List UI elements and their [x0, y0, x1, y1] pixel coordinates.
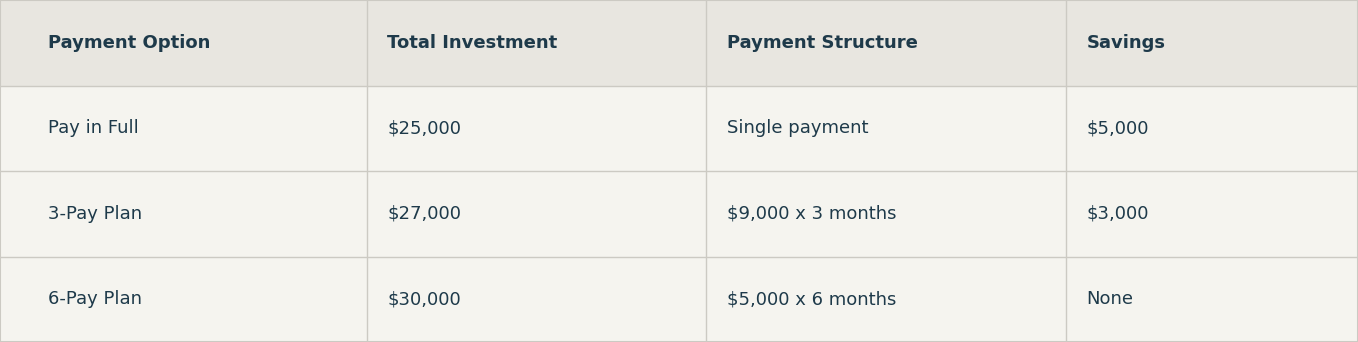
Text: $9,000 x 3 months: $9,000 x 3 months [727, 205, 896, 223]
Text: None: None [1086, 290, 1134, 308]
Text: $5,000: $5,000 [1086, 119, 1149, 137]
Text: Single payment: Single payment [727, 119, 868, 137]
Text: $5,000 x 6 months: $5,000 x 6 months [727, 290, 896, 308]
Text: $30,000: $30,000 [387, 290, 460, 308]
Text: $27,000: $27,000 [387, 205, 460, 223]
Bar [0, 86, 1358, 171]
Text: Pay in Full: Pay in Full [48, 119, 139, 137]
Text: Payment Structure: Payment Structure [727, 34, 918, 52]
Text: $3,000: $3,000 [1086, 205, 1149, 223]
Text: Payment Option: Payment Option [48, 34, 210, 52]
Text: 3-Pay Plan: 3-Pay Plan [48, 205, 141, 223]
Text: 6-Pay Plan: 6-Pay Plan [48, 290, 141, 308]
Text: $25,000: $25,000 [387, 119, 460, 137]
Bar [0, 256, 1358, 342]
Text: Total Investment: Total Investment [387, 34, 557, 52]
Bar [0, 171, 1358, 256]
Bar [0, 0, 1358, 86]
Text: Savings: Savings [1086, 34, 1165, 52]
